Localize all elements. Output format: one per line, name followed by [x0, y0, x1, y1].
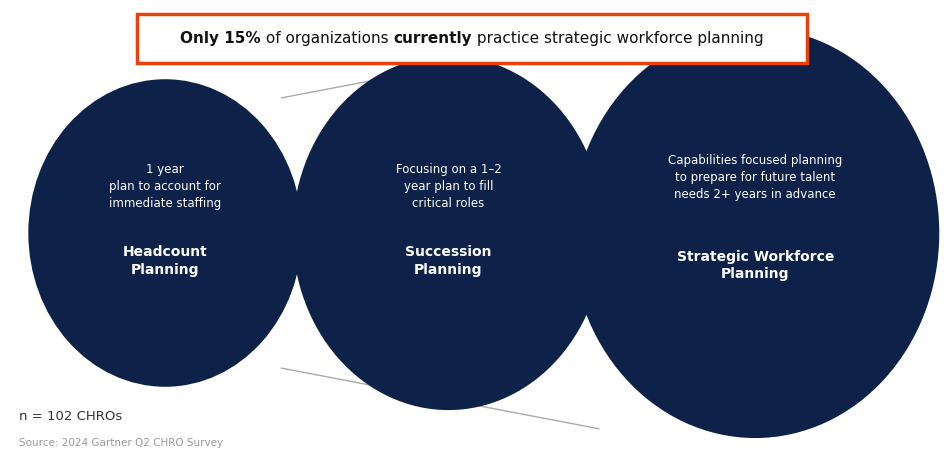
Ellipse shape — [28, 79, 302, 387]
Text: Succession
Planning: Succession Planning — [405, 245, 492, 277]
Text: Focusing on a 1–2
year plan to fill
critical roles: Focusing on a 1–2 year plan to fill crit… — [396, 163, 501, 210]
Text: of organizations: of organizations — [261, 31, 394, 46]
Text: 1 year
plan to account for
immediate staffing: 1 year plan to account for immediate sta… — [110, 163, 221, 210]
Ellipse shape — [293, 56, 604, 410]
Text: Capabilities focused planning
to prepare for future talent
needs 2+ years in adv: Capabilities focused planning to prepare… — [668, 154, 842, 200]
Text: Strategic Workforce
Planning: Strategic Workforce Planning — [677, 250, 834, 281]
Text: Source: 2024 Gartner Q2 CHRO Survey: Source: 2024 Gartner Q2 CHRO Survey — [19, 438, 223, 448]
Ellipse shape — [571, 28, 939, 438]
Text: practice strategic workforce planning: practice strategic workforce planning — [472, 31, 764, 46]
Text: Only 15%: Only 15% — [180, 31, 261, 46]
Text: Headcount
Planning: Headcount Planning — [123, 245, 208, 277]
Text: n = 102 CHROs: n = 102 CHROs — [19, 410, 122, 423]
Text: currently: currently — [394, 31, 472, 46]
FancyBboxPatch shape — [137, 14, 807, 63]
